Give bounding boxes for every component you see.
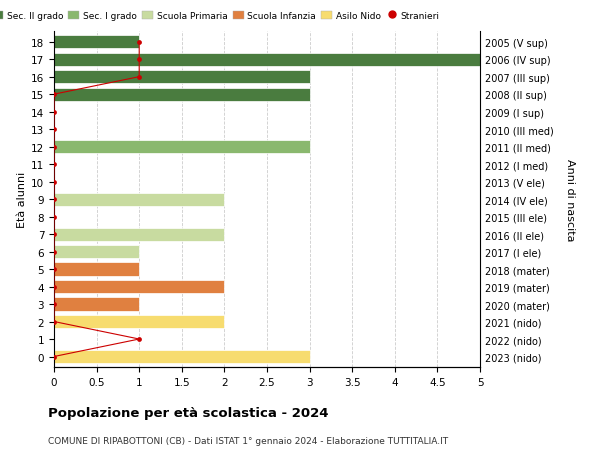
Legend: Sec. II grado, Sec. I grado, Scuola Primaria, Scuola Infanzia, Asilo Nido, Stran: Sec. II grado, Sec. I grado, Scuola Prim… <box>0 8 443 24</box>
Bar <box>54 350 310 363</box>
Point <box>49 161 59 168</box>
Bar <box>54 246 139 258</box>
Point <box>49 109 59 116</box>
Bar <box>54 315 224 328</box>
Point <box>49 301 59 308</box>
Point <box>49 248 59 256</box>
Bar <box>54 89 310 101</box>
Point <box>49 353 59 360</box>
Point <box>49 283 59 291</box>
Point <box>49 144 59 151</box>
Point <box>134 56 144 64</box>
Text: COMUNE DI RIPABOTTONI (CB) - Dati ISTAT 1° gennaio 2024 - Elaborazione TUTTITALI: COMUNE DI RIPABOTTONI (CB) - Dati ISTAT … <box>48 436 448 445</box>
Y-axis label: Anni di nascita: Anni di nascita <box>565 158 575 241</box>
Point <box>49 196 59 203</box>
Bar <box>54 263 139 276</box>
Point <box>49 266 59 273</box>
Point <box>49 231 59 238</box>
Bar <box>54 71 310 84</box>
Point <box>134 336 144 343</box>
Y-axis label: Età alunni: Età alunni <box>17 172 27 228</box>
Point <box>49 179 59 186</box>
Bar <box>54 280 224 293</box>
Text: Popolazione per età scolastica - 2024: Popolazione per età scolastica - 2024 <box>48 406 329 419</box>
Point <box>134 39 144 46</box>
Bar <box>54 54 480 67</box>
Point <box>49 213 59 221</box>
Bar <box>54 36 139 49</box>
Bar <box>54 193 224 206</box>
Point <box>49 91 59 99</box>
Point <box>49 318 59 325</box>
Bar <box>54 141 310 154</box>
Bar <box>54 298 139 311</box>
Bar <box>54 228 224 241</box>
Point <box>134 74 144 81</box>
Point <box>49 126 59 134</box>
